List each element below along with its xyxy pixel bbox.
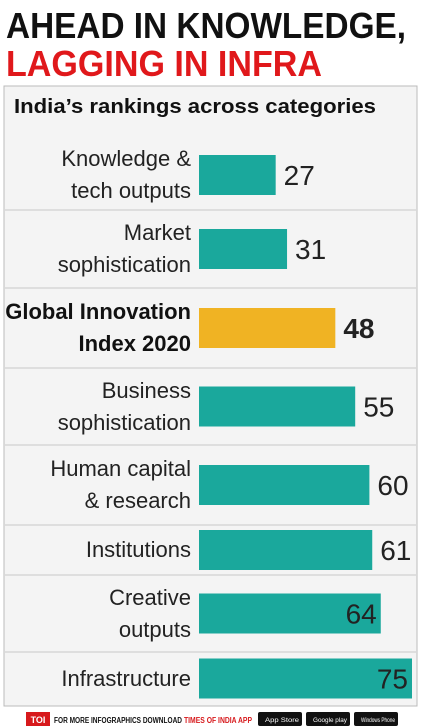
- subtitle: India’s rankings across categories: [14, 96, 376, 118]
- bar: [199, 465, 370, 505]
- category-label: Market sophistication: [57, 220, 191, 277]
- category-label: Knowledge & tech outputs: [61, 146, 191, 203]
- value-label: 60: [377, 470, 408, 501]
- store-badge-label: Windows Phone: [361, 718, 396, 724]
- store-badge-label: Google play: [313, 718, 347, 724]
- value-label: 27: [284, 160, 315, 191]
- store-badge[interactable]: [354, 712, 398, 726]
- category-label: Global Innovation Index 2020: [5, 299, 191, 356]
- category-label: Human capital & research: [50, 456, 191, 513]
- bar: [199, 530, 373, 570]
- bar: [199, 386, 356, 427]
- footer-logo: TOI: [31, 715, 46, 725]
- store-badge[interactable]: [306, 712, 350, 726]
- value-label: 75: [377, 664, 408, 695]
- category-label: Creative outputs: [109, 584, 191, 642]
- bar: [199, 593, 381, 634]
- store-badge[interactable]: [258, 712, 302, 726]
- value-label: 31: [295, 234, 326, 265]
- bar: [199, 155, 276, 195]
- bar: [199, 229, 288, 269]
- store-badge-label: App Store: [265, 718, 300, 724]
- value-label: 55: [363, 392, 394, 423]
- value-label: 48: [343, 313, 374, 344]
- value-label: 64: [346, 599, 377, 630]
- category-label: Institutions: [85, 537, 191, 562]
- chart-title: AHEAD IN KNOWLEDGE,: [6, 5, 406, 46]
- footer-text: FOR MORE INFOGRAPHICS DOWNLOAD: [54, 716, 182, 725]
- bar: [199, 308, 336, 348]
- category-label: Business sophistication: [57, 377, 191, 435]
- logo-box: [26, 712, 50, 726]
- value-label: 61: [380, 535, 411, 566]
- chart-title: LAGGING IN INFRA: [6, 43, 322, 84]
- bar: [199, 658, 412, 699]
- footer-app: TIMES OF INDIA APP: [184, 716, 253, 725]
- category-label: Infrastructure: [61, 665, 191, 691]
